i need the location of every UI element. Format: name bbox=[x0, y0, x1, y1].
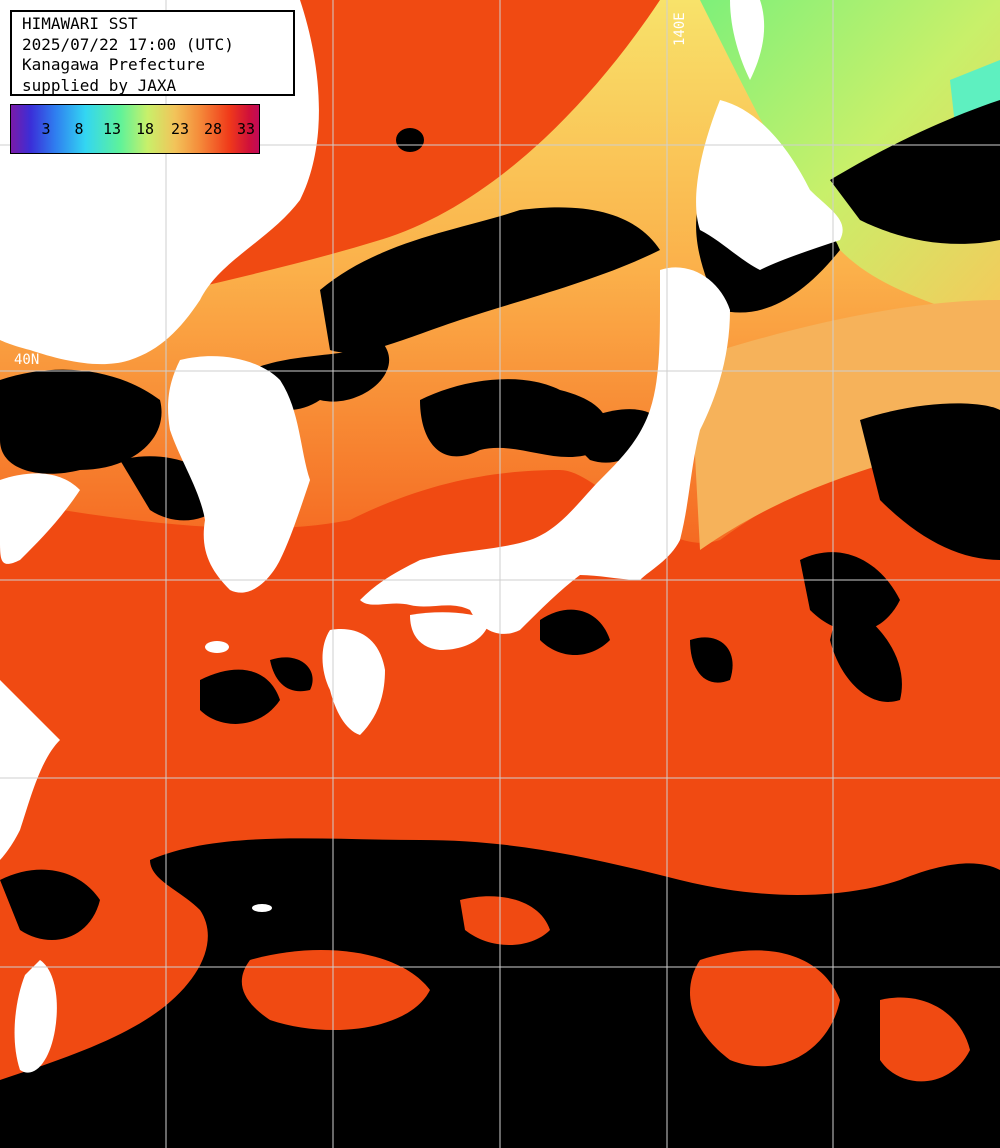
colorbar-tick: 18 bbox=[135, 120, 155, 138]
info-credit: supplied by JAXA bbox=[22, 75, 177, 95]
land-china-coast bbox=[0, 473, 80, 564]
colorbar-tick: 8 bbox=[74, 120, 84, 138]
info-box: HIMAWARI SST 2025/07/22 17:00 (UTC) Kana… bbox=[10, 10, 295, 96]
colorbar-tick: 28 bbox=[203, 120, 223, 138]
colorbar-tick: 13 bbox=[102, 120, 122, 138]
land-honshu bbox=[360, 267, 730, 634]
land-china-coast-south bbox=[0, 680, 60, 860]
colorbar-tick: 3 bbox=[41, 120, 51, 138]
sea-northeast bbox=[700, 0, 1000, 330]
land-sakhalin bbox=[730, 0, 765, 80]
land-taiwan bbox=[14, 960, 57, 1073]
colorbar-tick: 23 bbox=[170, 120, 190, 138]
lat-label-40n: 40N bbox=[14, 352, 40, 368]
land-shikoku bbox=[410, 612, 490, 650]
info-title: HIMAWARI SST bbox=[22, 14, 138, 33]
sea-south-patches bbox=[241, 896, 970, 1082]
land-korea bbox=[168, 356, 310, 593]
lat-label-30n: 30N bbox=[14, 759, 40, 775]
colorbar-tick: 33 bbox=[236, 120, 256, 138]
land-hokkaido bbox=[696, 100, 843, 270]
sst-colorbar: 3 8 13 18 23 28 33 bbox=[10, 104, 260, 154]
info-datetime: 2025/07/22 17:00 (UTC) bbox=[22, 34, 234, 54]
info-region: Kanagawa Prefecture bbox=[22, 55, 206, 74]
lon-label-140e: 140E bbox=[672, 12, 688, 46]
sea-east-band bbox=[690, 300, 1000, 550]
land-kyushu bbox=[322, 629, 385, 735]
